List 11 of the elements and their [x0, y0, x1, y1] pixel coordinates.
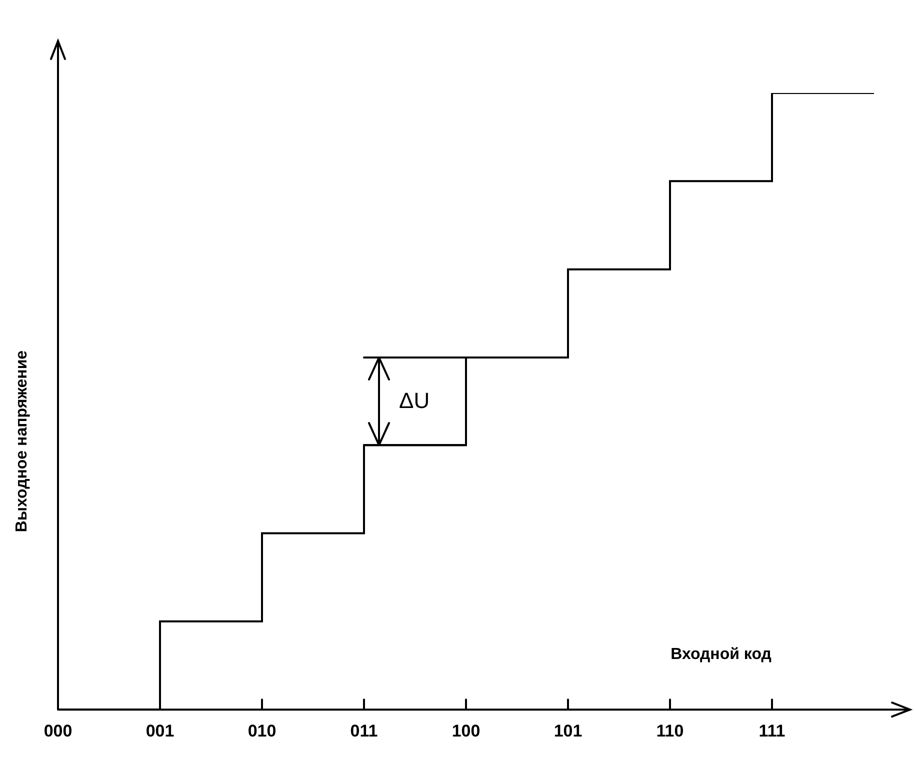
- x-tick-label: 010: [248, 721, 276, 740]
- x-tick-label: 100: [452, 721, 480, 740]
- x-tick-label: 101: [554, 721, 582, 740]
- x-axis-title: Входной код: [670, 646, 772, 664]
- x-tick-label: 110: [656, 721, 684, 740]
- x-tick-label: 111: [758, 721, 786, 740]
- x-tick-label: 001: [146, 721, 174, 740]
- x-tick-label: 011: [350, 721, 378, 740]
- annotation: ΔU: [399, 388, 430, 414]
- y-axis-title: Выходное напряжение: [13, 350, 30, 532]
- x-tick-label: 000: [44, 721, 72, 740]
